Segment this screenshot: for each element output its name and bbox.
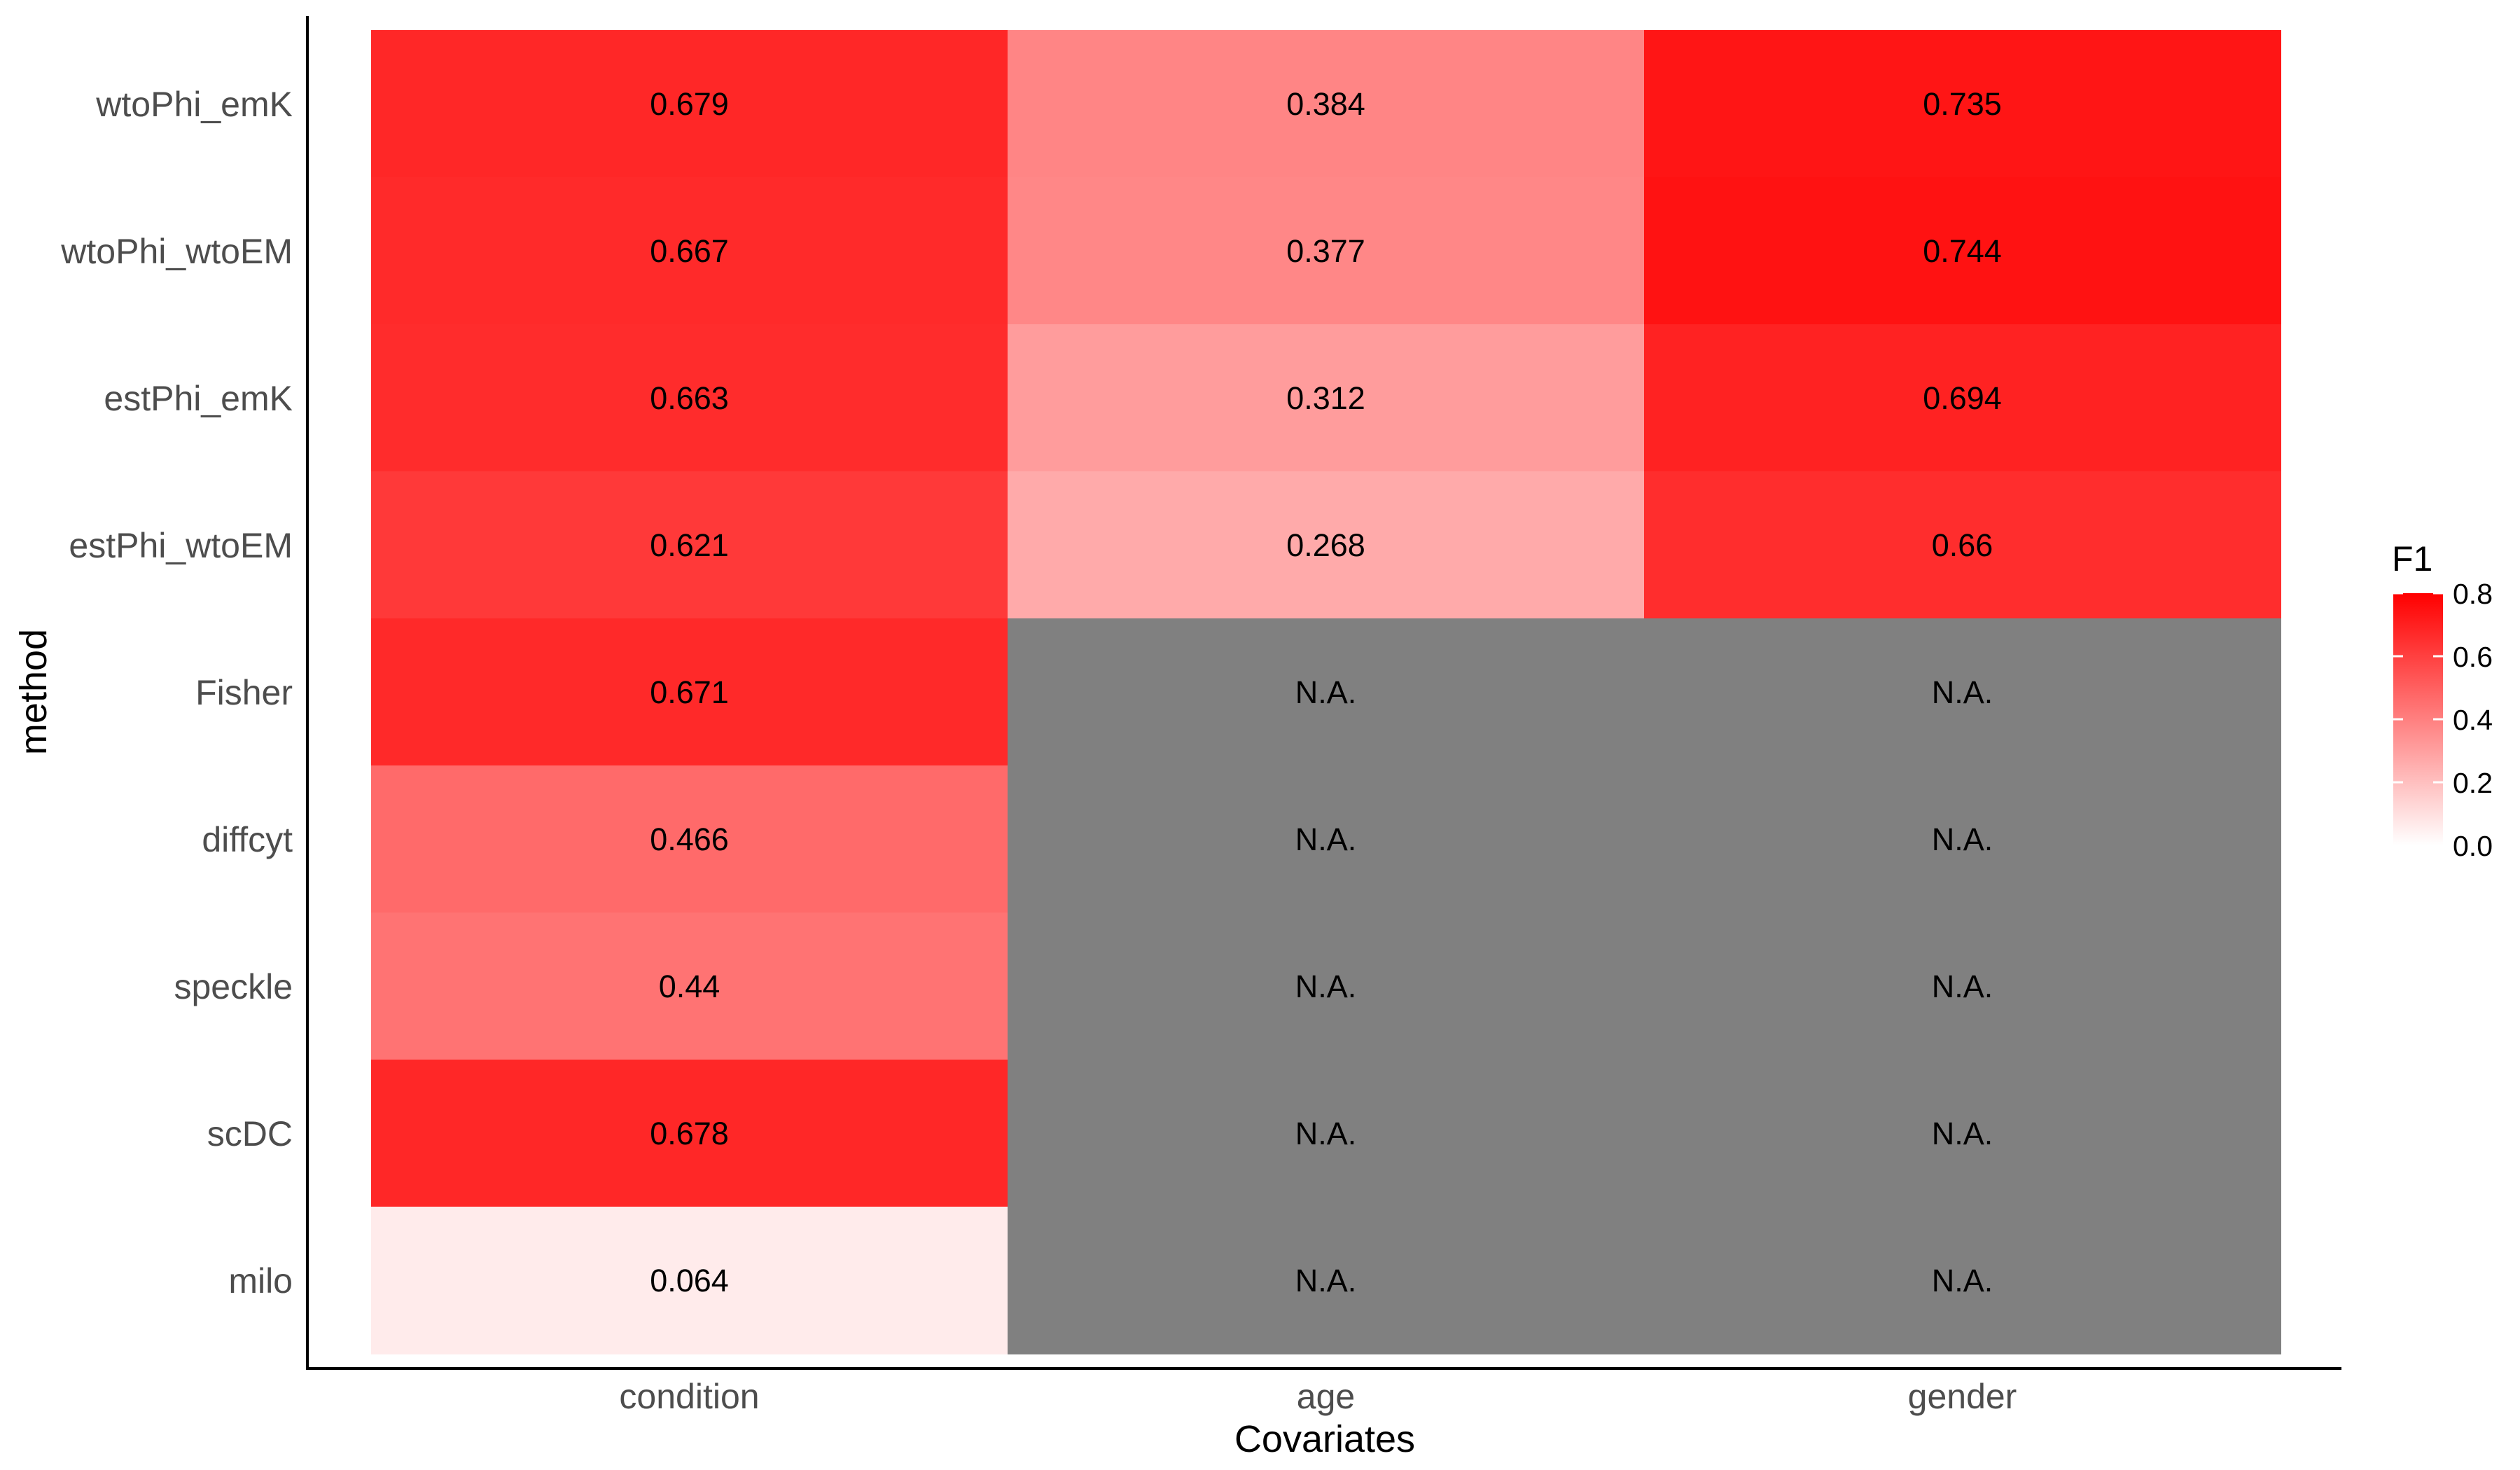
cell-label-speckle-condition: 0.44	[659, 969, 721, 1004]
heatmap-cell-wtoPhi_emK-condition	[371, 30, 1008, 178]
y-tick-label-estPhi_emK: estPhi_emK	[104, 379, 293, 418]
y-tick-label-scDC: scDC	[207, 1114, 293, 1153]
cell-label-milo-age: N.A.	[1295, 1263, 1357, 1298]
y-tick-label-speckle: speckle	[174, 967, 293, 1006]
heatmap-cell-estPhi_emK-age	[1008, 324, 1645, 472]
cell-label-speckle-age: N.A.	[1295, 969, 1357, 1004]
heatmap-cell-milo-condition	[371, 1207, 1008, 1354]
heatmap-cell-scDC-age	[1008, 1060, 1645, 1207]
heatmap-cell-Fisher-condition	[371, 618, 1008, 766]
heatmap-cell-wtoPhi_wtoEM-gender	[1644, 177, 2281, 325]
cell-label-scDC-gender: N.A.	[1932, 1116, 1993, 1151]
cell-label-estPhi_emK-gender: 0.694	[1923, 380, 2002, 416]
cell-label-wtoPhi_emK-condition: 0.679	[650, 86, 729, 122]
heatmap-cell-wtoPhi_emK-age	[1008, 30, 1645, 178]
cell-label-wtoPhi_wtoEM-condition: 0.667	[650, 233, 729, 269]
cell-label-Fisher-age: N.A.	[1295, 674, 1357, 710]
y-tick-label-diffcyt: diffcyt	[202, 820, 293, 859]
heatmap-cell-Fisher-gender	[1644, 618, 2281, 766]
heatmap-cell-estPhi_wtoEM-age	[1008, 471, 1645, 619]
x-tick-label-gender: gender	[1908, 1377, 2017, 1416]
y-tick-label-milo: milo	[228, 1261, 293, 1301]
heatmap-cell-estPhi_emK-gender	[1644, 324, 2281, 472]
heatmap-cell-milo-gender	[1644, 1207, 2281, 1354]
cell-label-wtoPhi_wtoEM-age: 0.377	[1286, 233, 1365, 269]
legend-tick-label: 0.4	[2453, 704, 2493, 736]
heatmap-cell-estPhi_wtoEM-gender	[1644, 471, 2281, 619]
ticks-layer: wtoPhi_emK wtoPhi_wtoEM estPhi_emK estPhi_w…	[60, 85, 2017, 1416]
y-axis-title: method	[13, 629, 55, 755]
cell-label-wtoPhi_emK-age: 0.384	[1286, 86, 1365, 122]
cell-label-scDC-age: N.A.	[1295, 1116, 1357, 1151]
cells-layer: 0.679 0.384 0.735 0.667 0.377 0.744 0.663 0.312…	[371, 30, 2281, 1354]
cell-label-scDC-condition: 0.678	[650, 1116, 729, 1151]
x-tick-label-condition: condition	[619, 1377, 759, 1416]
cell-label-diffcyt-age: N.A.	[1295, 821, 1357, 857]
x-tick-label-age: age	[1297, 1377, 1355, 1416]
legend-ticks: 0.0 0.2 0.4 0.6 0.8	[2393, 578, 2493, 862]
y-tick-label-wtoPhi_emK: wtoPhi_emK	[95, 85, 293, 124]
cell-label-estPhi_wtoEM-gender: 0.66	[1932, 527, 1993, 563]
cell-label-estPhi_wtoEM-condition: 0.621	[650, 527, 729, 563]
cell-label-Fisher-condition: 0.671	[650, 674, 729, 710]
heatmap-cell-estPhi_emK-condition	[371, 324, 1008, 472]
cell-label-milo-gender: N.A.	[1932, 1263, 1993, 1298]
cell-label-wtoPhi_wtoEM-gender: 0.744	[1923, 233, 2002, 269]
y-tick-label-estPhi_wtoEM: estPhi_wtoEM	[69, 526, 293, 565]
heatmap-cell-wtoPhi_wtoEM-age	[1008, 177, 1645, 325]
heatmap-cell-diffcyt-condition	[371, 765, 1008, 913]
heatmap-cell-Fisher-age	[1008, 618, 1645, 766]
legend-tick-label: 0.0	[2453, 830, 2493, 862]
heatmap-cell-scDC-gender	[1644, 1060, 2281, 1207]
cell-label-diffcyt-gender: N.A.	[1932, 821, 1993, 857]
heatmap-cell-speckle-age	[1008, 913, 1645, 1060]
cell-label-estPhi_emK-condition: 0.663	[650, 380, 729, 416]
cell-label-Fisher-gender: N.A.	[1932, 674, 1993, 710]
cell-label-estPhi_emK-age: 0.312	[1286, 380, 1365, 416]
heatmap-cell-speckle-condition	[371, 913, 1008, 1060]
y-tick-label-wtoPhi_wtoEM: wtoPhi_wtoEM	[60, 232, 293, 271]
legend: F1 0.0 0.2 0.4 0.6 0.8	[2392, 539, 2493, 862]
heatmap-cell-diffcyt-gender	[1644, 765, 2281, 913]
cell-label-wtoPhi_emK-gender: 0.735	[1923, 86, 2002, 122]
legend-tick-label: 0.2	[2453, 767, 2493, 799]
legend-tick-label: 0.8	[2453, 578, 2493, 610]
heatmap-cell-speckle-gender	[1644, 913, 2281, 1060]
x-axis-title: Covariates	[1234, 1418, 1415, 1460]
heatmap-cell-estPhi_wtoEM-condition	[371, 471, 1008, 619]
y-tick-label-Fisher: Fisher	[195, 673, 293, 712]
heatmap-cell-wtoPhi_emK-gender	[1644, 30, 2281, 178]
heatmap-cell-diffcyt-age	[1008, 765, 1645, 913]
cell-label-diffcyt-condition: 0.466	[650, 821, 729, 857]
heatmap-cell-wtoPhi_wtoEM-condition	[371, 177, 1008, 325]
cell-label-estPhi_wtoEM-age: 0.268	[1286, 527, 1365, 563]
axes-layer	[306, 16, 2341, 1370]
legend-title: F1	[2392, 539, 2432, 578]
cell-label-milo-condition: 0.064	[650, 1263, 729, 1298]
cell-label-speckle-gender: N.A.	[1932, 969, 1993, 1004]
legend-tick-label: 0.6	[2453, 641, 2493, 673]
heatmap-cell-scDC-condition	[371, 1060, 1008, 1207]
heatmap-cell-milo-age	[1008, 1207, 1645, 1354]
